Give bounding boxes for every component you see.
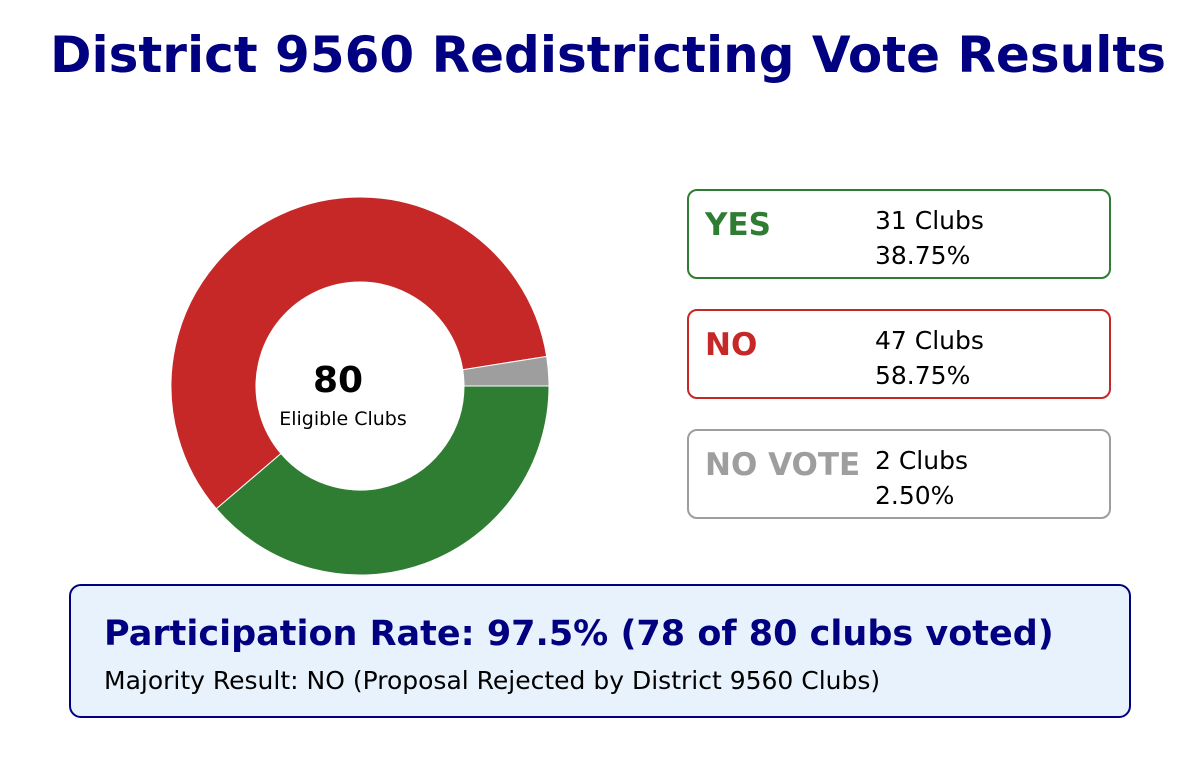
yes-count: 31 Clubs xyxy=(875,206,984,235)
no-vote-percent: 2.50% xyxy=(875,481,955,510)
yes-result-card: YES 31 Clubs 38.75% xyxy=(687,189,1111,279)
chart-title: District 9560 Redistricting Vote Results xyxy=(50,26,1166,84)
majority-result-text: Majority Result: NO (Proposal Rejected b… xyxy=(104,666,881,695)
no-result-card: NO 47 Clubs 58.75% xyxy=(687,309,1111,399)
no-vote-count: 2 Clubs xyxy=(875,446,968,475)
yes-percent: 38.75% xyxy=(875,241,971,270)
participation-rate-text: Participation Rate: 97.5% (78 of 80 club… xyxy=(104,614,1054,654)
yes-label: YES xyxy=(705,207,771,243)
donut-center-label: Eligible Clubs xyxy=(279,408,407,430)
donut-slice-no-vote xyxy=(462,355,550,387)
no-percent: 58.75% xyxy=(875,361,971,390)
no-label: NO xyxy=(705,327,758,363)
donut-center-value: 80 xyxy=(312,360,364,401)
no-vote-label: NO VOTE xyxy=(705,447,861,483)
no-vote-result-card: NO VOTE 2 Clubs 2.50% xyxy=(687,429,1111,519)
participation-summary-box: Participation Rate: 97.5% (78 of 80 club… xyxy=(69,584,1131,718)
donut-slice-no xyxy=(170,196,548,510)
no-count: 47 Clubs xyxy=(875,326,984,355)
donut-slice-yes xyxy=(215,385,550,576)
